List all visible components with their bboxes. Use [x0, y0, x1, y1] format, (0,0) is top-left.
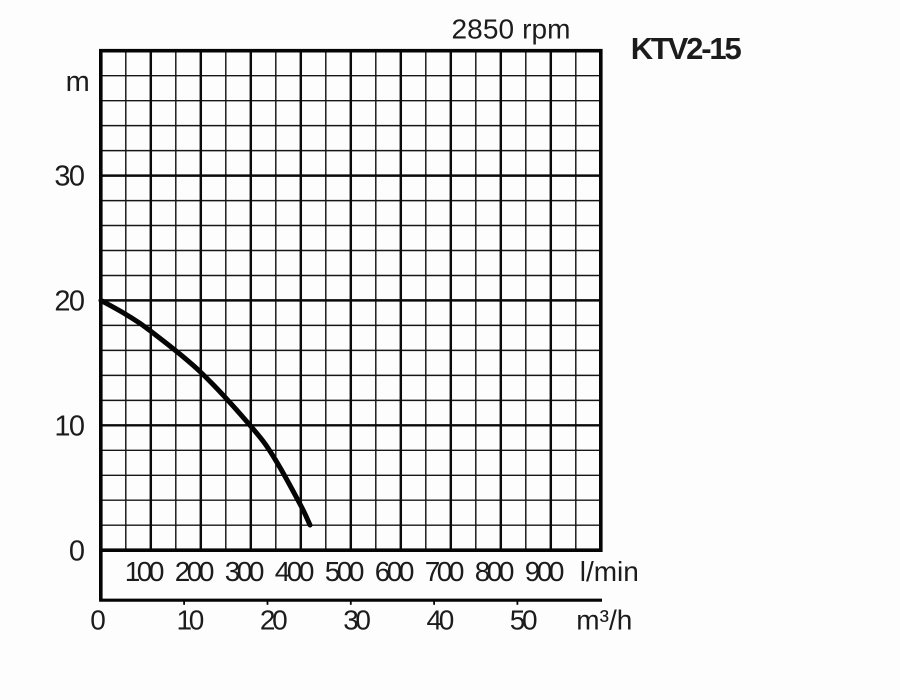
svg-text:10: 10	[177, 605, 205, 636]
svg-text:300: 300	[225, 556, 265, 587]
svg-text:0: 0	[90, 605, 106, 636]
svg-text:30: 30	[343, 605, 371, 636]
svg-text:l/min: l/min	[580, 556, 639, 587]
svg-text:500: 500	[325, 556, 365, 587]
svg-text:900: 900	[525, 556, 565, 587]
svg-text:700: 700	[425, 556, 465, 587]
svg-text:400: 400	[275, 556, 315, 587]
svg-text:40: 40	[427, 605, 455, 636]
svg-text:0: 0	[69, 535, 85, 567]
svg-text:10: 10	[54, 410, 85, 442]
svg-text:600: 600	[375, 556, 415, 587]
svg-text:30: 30	[54, 160, 85, 192]
svg-text:KTV2-15: KTV2-15	[631, 31, 742, 66]
svg-text:200: 200	[175, 556, 215, 587]
svg-text:100: 100	[125, 556, 165, 587]
svg-text:50: 50	[510, 605, 538, 636]
svg-text:800: 800	[475, 556, 515, 587]
svg-text:20: 20	[54, 285, 85, 317]
svg-text:2850 rpm: 2850 rpm	[452, 13, 571, 44]
svg-text:20: 20	[260, 605, 288, 636]
svg-text:m³/h: m³/h	[576, 605, 632, 636]
svg-text:m: m	[66, 66, 90, 98]
